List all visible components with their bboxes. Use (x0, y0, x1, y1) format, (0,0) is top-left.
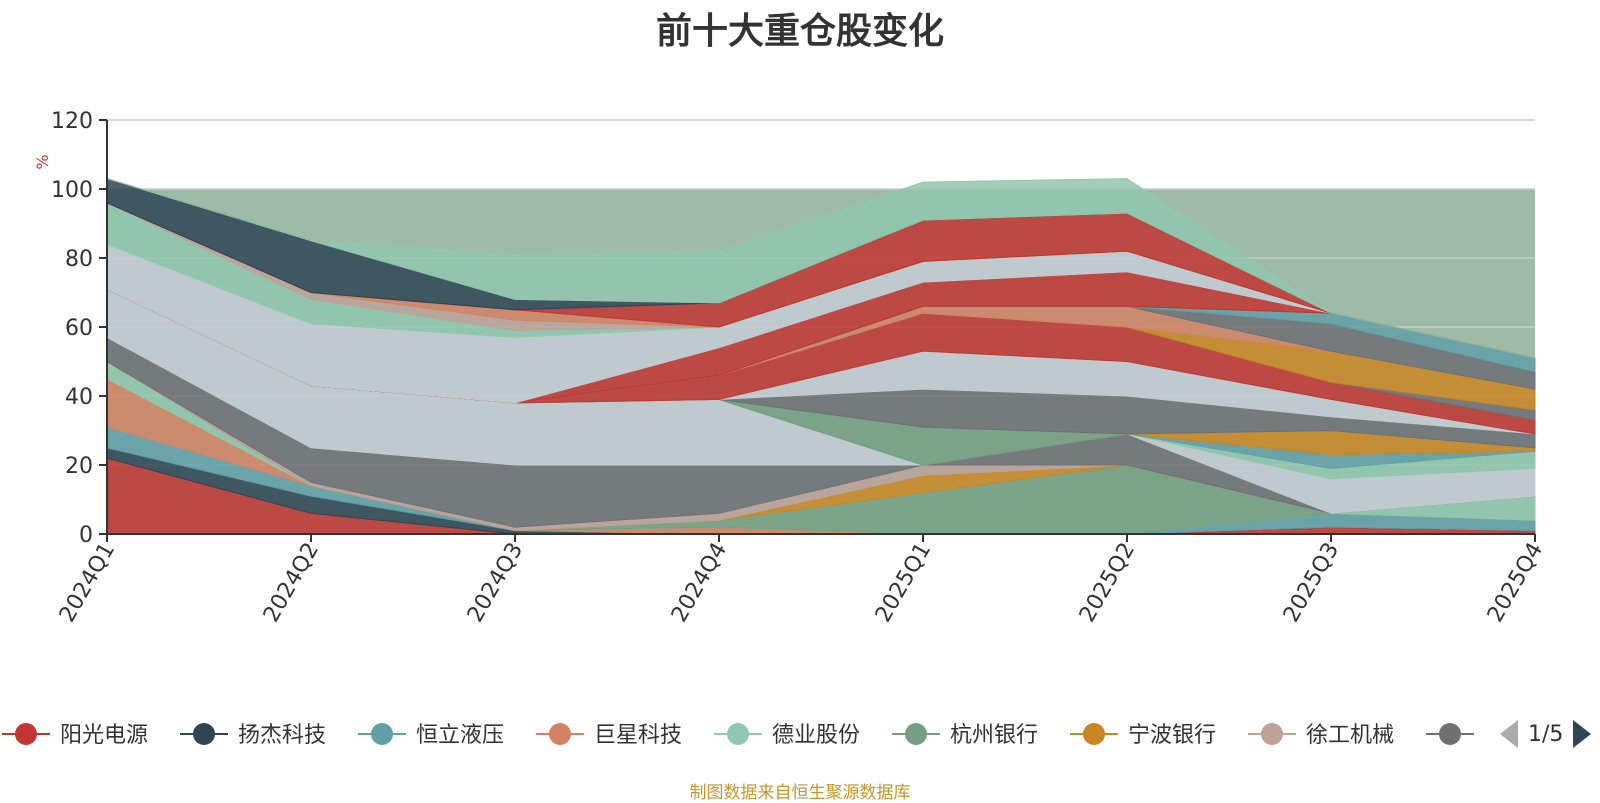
legend-page-label: 1/5 (1528, 721, 1564, 747)
legend-label: 阳光电源 (60, 723, 148, 748)
triangle-left-icon[interactable] (1498, 718, 1520, 750)
legend-item[interactable] (1426, 723, 1474, 745)
legend-marker (371, 723, 393, 745)
x-tick-label: 2024Q3 (463, 539, 528, 627)
y-tick-label: 20 (65, 454, 93, 479)
x-tick-label: 2024Q1 (55, 539, 120, 627)
legend-marker (15, 723, 37, 745)
legend-marker (1439, 723, 1461, 745)
x-tick-label: 2025Q2 (1075, 539, 1140, 627)
legend-item[interactable]: 恒立液压 (358, 723, 504, 748)
y-tick-label: 120 (51, 109, 93, 134)
y-tick-label: 0 (79, 523, 93, 548)
legend-label: 宁波银行 (1128, 723, 1216, 748)
x-tick-label: 2024Q2 (259, 539, 324, 627)
legend-marker (1083, 723, 1105, 745)
source-note: 制图数据来自恒生聚源数据库 (689, 783, 911, 803)
axes (99, 119, 1536, 542)
triangle-right-icon[interactable] (1571, 718, 1593, 750)
series-area-30 (106, 178, 1536, 359)
legend-item[interactable]: 阳光电源 (2, 723, 148, 748)
y-tick-label: 100 (51, 178, 93, 203)
y-axis-unit-label: % (33, 154, 52, 169)
y-tick-label: 80 (65, 247, 93, 272)
y-tick-label: 60 (65, 316, 93, 341)
legend: 阳光电源 扬杰科技 恒立液压 巨星科技 德业股份 杭州银行 宁波银行 徐工机械 (2, 723, 1474, 748)
legend-label: 恒立液压 (416, 723, 504, 748)
legend-marker (193, 723, 215, 745)
legend-label: 扬杰科技 (238, 723, 326, 748)
x-tick-label: 2025Q3 (1279, 539, 1344, 627)
legend-item[interactable]: 杭州银行 (892, 723, 1038, 748)
legend-item[interactable]: 巨星科技 (536, 723, 682, 748)
legend-marker (727, 723, 749, 745)
chart-title: 前十大重仓股变化 (655, 11, 944, 52)
legend-item[interactable]: 徐工机械 (1248, 723, 1394, 748)
y-tick-labels: 0 20 40 60 80 100 120 (51, 109, 93, 548)
legend-marker (905, 723, 927, 745)
legend-marker (1261, 723, 1283, 745)
x-tick-label: 2025Q1 (871, 539, 936, 627)
x-tick-label: 2025Q4 (1483, 539, 1548, 627)
legend-item[interactable]: 宁波银行 (1070, 723, 1216, 748)
legend-label: 徐工机械 (1306, 723, 1394, 748)
legend-pager: 1/5 (1498, 716, 1593, 752)
legend-marker (549, 723, 571, 745)
legend-item[interactable]: 扬杰科技 (180, 723, 326, 748)
x-tick-labels: 2024Q1 2024Q2 2024Q3 2024Q4 2025Q1 2025Q2 2025… (55, 539, 1548, 627)
y-tick-label: 40 (65, 385, 93, 410)
x-tick-label: 2024Q4 (667, 539, 732, 627)
legend-label: 巨星科技 (594, 723, 682, 748)
legend-label: 德业股份 (772, 723, 860, 748)
legend-item[interactable]: 德业股份 (714, 723, 860, 748)
legend-label: 杭州银行 (950, 723, 1038, 748)
